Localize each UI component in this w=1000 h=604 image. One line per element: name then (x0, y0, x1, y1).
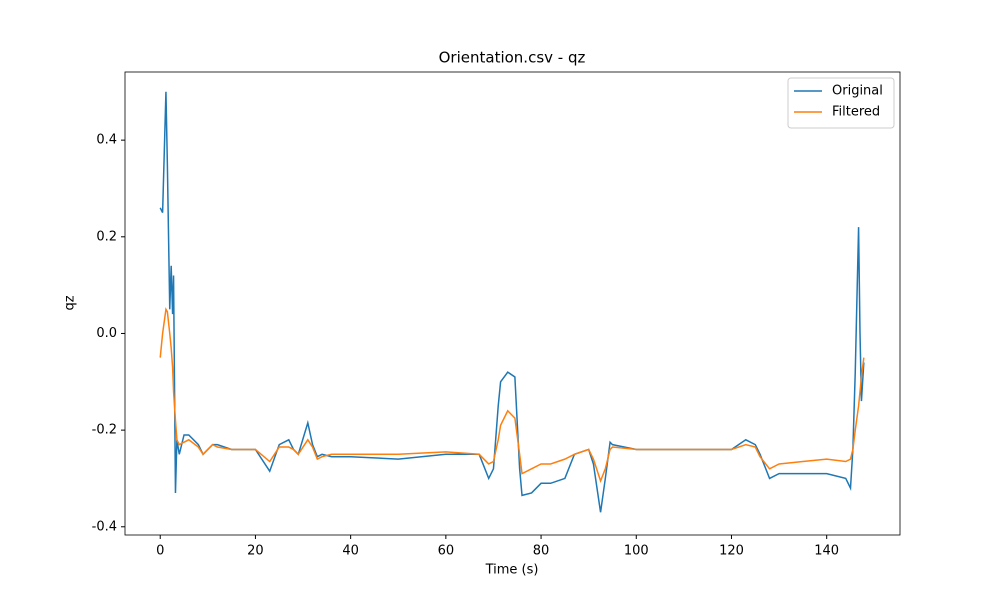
legend-label: Original (832, 84, 883, 99)
plot-frame (124, 71, 901, 536)
chart-title: Orientation.csv - qz (439, 49, 586, 67)
y-tick-label: -0.2 (92, 423, 117, 438)
x-tick-label: 20 (247, 544, 264, 559)
x-tick-label: 80 (533, 544, 550, 559)
y-axis-label: qz (63, 295, 78, 310)
x-tick-label: 40 (342, 544, 359, 559)
series-line (159, 91, 865, 513)
y-tick-label: -0.4 (92, 519, 117, 534)
y-tick-label: 0.2 (96, 229, 117, 244)
x-axis-label: Time (s) (485, 563, 539, 578)
x-tick-label: 140 (814, 544, 839, 559)
y-tick-label: 0.0 (96, 326, 117, 341)
x-tick-label: 100 (624, 544, 649, 559)
y-tick-label: 0.4 (96, 133, 117, 148)
legend-label: Filtered (832, 105, 880, 120)
x-tick-label: 120 (719, 544, 744, 559)
x-tick-label: 60 (438, 544, 455, 559)
series-line (159, 307, 865, 484)
x-tick-label: 0 (156, 544, 164, 559)
